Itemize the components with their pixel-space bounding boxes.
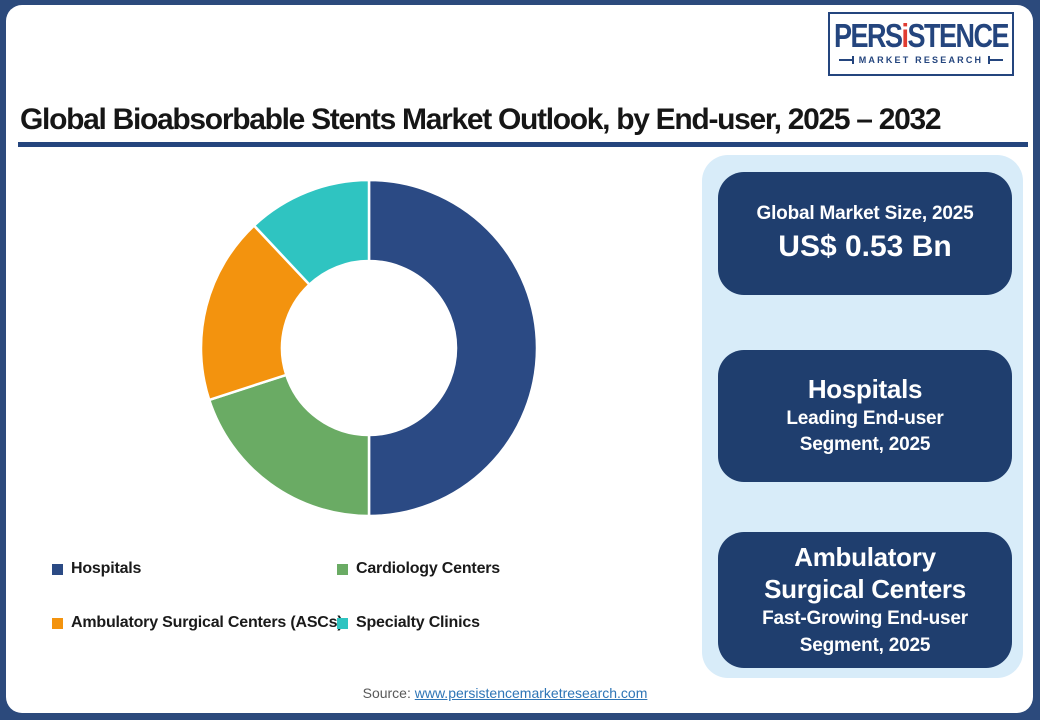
legend-item-ambulatory-surgical-centers: Ambulatory Surgical Centers (ASCs) xyxy=(52,614,343,632)
tagline-bracket-right-icon xyxy=(988,57,1004,63)
fast-growing-segment-card-sub2: Segment, 2025 xyxy=(799,634,931,656)
donut-slice-ambulatory-surgical-centers-ascs xyxy=(199,224,311,402)
brand-wordmark-pre: PERS xyxy=(833,17,903,55)
legend-swatch-ambulatory-surgical-centers xyxy=(52,617,63,629)
legend-label-hospitals: Hospitals xyxy=(71,560,142,577)
legend-item-cardiology-centers: Cardiology Centers xyxy=(337,560,500,578)
fast-growing-segment-card-title2: Surgical Centers xyxy=(764,574,966,605)
donut-slice-specialty-clinics xyxy=(252,178,371,286)
brand-wordmark: PERSiSTENCE xyxy=(833,17,1010,55)
legend-swatch-hospitals xyxy=(52,563,63,575)
market-size-card-label: Global Market Size, 2025 xyxy=(756,202,974,224)
leading-segment-card-sub1: Leading End-user xyxy=(786,407,944,429)
market-size-card-value: US$ 0.53 Bn xyxy=(778,230,952,264)
fast-growing-segment-card-sub1: Fast-Growing End-user xyxy=(762,607,968,629)
donut-chart xyxy=(199,178,539,518)
market-size-card: Global Market Size, 2025 US$ 0.53 Bn xyxy=(718,172,1012,295)
brand-tagline-text: MARKET RESEARCH xyxy=(858,55,984,65)
legend-label-specialty-clinics: Specialty Clinics xyxy=(356,614,480,631)
source-label: Source: xyxy=(362,685,411,701)
legend-item-hospitals: Hospitals xyxy=(52,560,141,578)
brand-wordmark-i: i xyxy=(901,17,909,55)
fast-growing-segment-card-title1: Ambulatory xyxy=(794,541,936,572)
title-underline xyxy=(18,142,1028,147)
brand-tagline: MARKET RESEARCH xyxy=(838,55,1004,65)
brand-logo: PERSiSTENCE MARKET RESEARCH xyxy=(828,12,1014,76)
highlights-panel: Global Market Size, 2025 US$ 0.53 Bn Hos… xyxy=(702,155,1023,678)
legend-label-ambulatory-surgical-centers: Ambulatory Surgical Centers (ASCs) xyxy=(71,614,343,631)
legend-swatch-cardiology-centers xyxy=(337,563,348,575)
source-line: Source: www.persistencemarketresearch.co… xyxy=(0,685,1010,701)
source-link[interactable]: www.persistencemarketresearch.com xyxy=(414,685,648,701)
legend-label-cardiology-centers: Cardiology Centers xyxy=(356,560,500,577)
donut-slice-cardiology-centers xyxy=(207,373,371,518)
page-title: Global Bioabsorbable Stents Market Outlo… xyxy=(20,103,942,136)
leading-segment-card: Hospitals Leading End-user Segment, 2025 xyxy=(718,350,1012,482)
fast-growing-segment-card: Ambulatory Surgical Centers Fast-Growing… xyxy=(718,532,1012,668)
tagline-bracket-left-icon xyxy=(838,57,854,63)
brand-wordmark-post: STENCE xyxy=(907,17,1010,55)
leading-segment-card-sub2: Segment, 2025 xyxy=(799,434,931,456)
leading-segment-card-title: Hospitals xyxy=(807,374,923,405)
legend-item-specialty-clinics: Specialty Clinics xyxy=(337,614,480,632)
legend-swatch-specialty-clinics xyxy=(337,617,348,629)
donut-slice-hospitals xyxy=(367,178,539,518)
